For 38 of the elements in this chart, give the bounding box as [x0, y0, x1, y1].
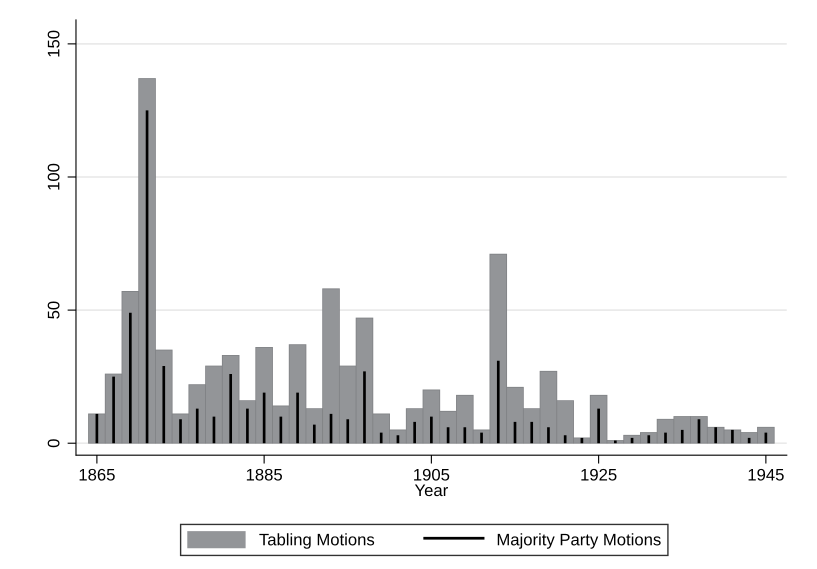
bar [146, 110, 148, 444]
bar [262, 392, 266, 444]
bar [496, 360, 500, 444]
bar [664, 432, 667, 444]
bar [463, 427, 466, 444]
x-axis-title: Year [414, 484, 448, 496]
bar [280, 416, 282, 444]
bar [330, 414, 332, 444]
bar [229, 374, 232, 444]
bar [196, 408, 199, 444]
bar [564, 435, 567, 444]
bar [597, 408, 600, 444]
y-tick-label: 0 [48, 439, 60, 448]
legend-label: Majority Party Motions [498, 533, 661, 549]
bar [514, 422, 516, 444]
bar [346, 419, 350, 444]
bar [680, 430, 684, 444]
bar [380, 432, 383, 444]
y-tick-label: 150 [48, 30, 60, 57]
x-tick-label: 1925 [581, 468, 616, 481]
y-tick-label: 50 [48, 301, 60, 319]
x-tick-label: 1885 [246, 468, 282, 481]
bar [530, 422, 534, 444]
bar [162, 366, 166, 444]
bar [547, 427, 550, 444]
y-tick-label: 100 [48, 164, 60, 190]
bar [430, 416, 433, 444]
bar [312, 424, 316, 444]
bar [129, 312, 132, 444]
x-tick-label: 1865 [80, 468, 115, 481]
x-tick-label: 1945 [748, 468, 784, 481]
bar [363, 371, 366, 444]
bar [296, 392, 299, 444]
bar [446, 427, 450, 444]
bar [212, 416, 216, 444]
x-tick-label: 1905 [414, 468, 450, 481]
legend-label: Tabling Motions [259, 533, 374, 549]
bar [413, 422, 416, 444]
